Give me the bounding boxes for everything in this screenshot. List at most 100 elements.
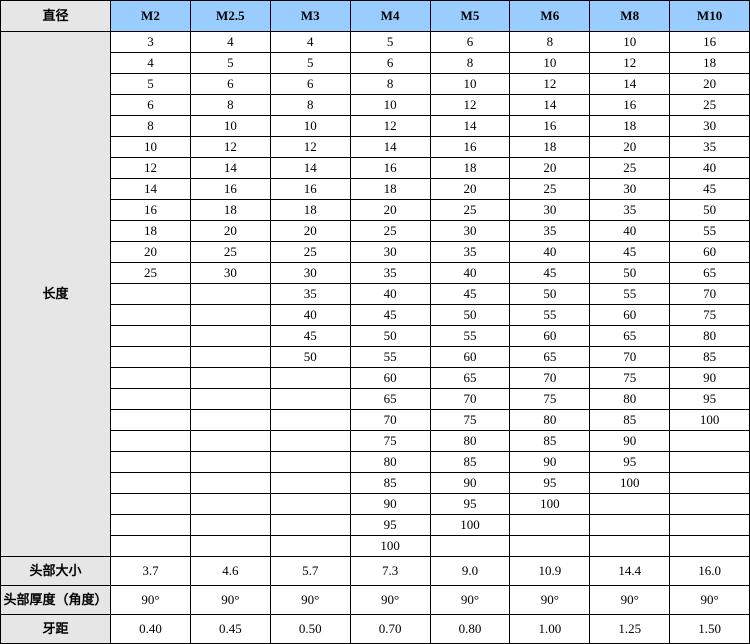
data-cell: 16 — [430, 137, 510, 158]
data-cell: 100 — [670, 410, 750, 431]
header-size-4: M5 — [430, 1, 510, 32]
length-body: 长度34456810164556810121856681012142068810… — [1, 32, 750, 557]
data-cell — [111, 452, 191, 473]
table-row: 95100 — [1, 515, 750, 536]
header-size-2: M3 — [270, 1, 350, 32]
data-cell — [270, 431, 350, 452]
table-row: 455055606580 — [1, 326, 750, 347]
table-row: 505560657085 — [1, 347, 750, 368]
data-cell: 4 — [190, 32, 270, 53]
data-cell: 80 — [350, 452, 430, 473]
data-cell: 20 — [430, 179, 510, 200]
table-header: 直径 M2 M2.5 M3 M4 M5 M6 M8 M10 — [1, 1, 750, 32]
data-cell — [670, 473, 750, 494]
data-cell: 60 — [590, 305, 670, 326]
data-cell: 50 — [670, 200, 750, 221]
data-cell: 25 — [430, 200, 510, 221]
data-cell: 16 — [590, 95, 670, 116]
data-cell: 12 — [350, 116, 430, 137]
data-cell — [670, 515, 750, 536]
data-cell: 55 — [670, 221, 750, 242]
data-cell: 45 — [350, 305, 430, 326]
table-row: 牙距0.400.450.500.700.801.001.251.50 — [1, 615, 750, 644]
data-cell: 90 — [510, 452, 590, 473]
data-cell: 70 — [350, 410, 430, 431]
table-row: 6570758095 — [1, 389, 750, 410]
data-cell: 40 — [350, 284, 430, 305]
data-cell: 30 — [350, 242, 430, 263]
data-cell: 50 — [270, 347, 350, 368]
data-cell: 40 — [430, 263, 510, 284]
data-cell: 35 — [430, 242, 510, 263]
data-cell: 10 — [430, 74, 510, 95]
table-row: 2530303540455065 — [1, 263, 750, 284]
data-cell — [111, 473, 191, 494]
data-cell: 40 — [510, 242, 590, 263]
data-cell: 1.25 — [590, 615, 670, 644]
data-cell — [111, 494, 191, 515]
data-cell: 90° — [590, 586, 670, 615]
data-cell — [111, 536, 191, 557]
data-cell — [510, 515, 590, 536]
data-cell: 100 — [510, 494, 590, 515]
data-cell: 6 — [111, 95, 191, 116]
data-cell: 35 — [350, 263, 430, 284]
data-cell: 20 — [190, 221, 270, 242]
data-cell — [190, 494, 270, 515]
data-cell: 20 — [590, 137, 670, 158]
data-cell: 9.0 — [430, 557, 510, 586]
table-row: 1618182025303550 — [1, 200, 750, 221]
data-cell — [111, 431, 191, 452]
data-cell: 45 — [590, 242, 670, 263]
data-cell: 6 — [270, 74, 350, 95]
data-cell: 14 — [190, 158, 270, 179]
table-row: 566810121420 — [1, 74, 750, 95]
data-cell — [270, 452, 350, 473]
data-cell: 25 — [270, 242, 350, 263]
header-size-3: M4 — [350, 1, 430, 32]
data-cell: 100 — [430, 515, 510, 536]
data-cell: 35 — [270, 284, 350, 305]
data-cell: 90 — [350, 494, 430, 515]
data-cell: 80 — [590, 389, 670, 410]
data-cell: 14 — [590, 74, 670, 95]
data-cell: 0.40 — [111, 615, 191, 644]
data-cell: 14 — [270, 158, 350, 179]
data-cell: 55 — [350, 347, 430, 368]
data-cell: 8 — [430, 53, 510, 74]
data-cell — [270, 515, 350, 536]
data-cell: 18 — [510, 137, 590, 158]
data-cell: 10 — [590, 32, 670, 53]
data-cell: 60 — [510, 326, 590, 347]
data-cell: 95 — [350, 515, 430, 536]
data-cell — [190, 326, 270, 347]
data-cell: 14 — [430, 116, 510, 137]
data-cell: 20 — [111, 242, 191, 263]
data-cell — [111, 347, 191, 368]
data-cell — [670, 452, 750, 473]
data-cell: 4.6 — [190, 557, 270, 586]
data-cell: 85 — [670, 347, 750, 368]
data-cell: 18 — [430, 158, 510, 179]
data-cell: 40 — [270, 305, 350, 326]
data-cell: 45 — [430, 284, 510, 305]
table-row: 1416161820253045 — [1, 179, 750, 200]
data-cell — [111, 389, 191, 410]
data-cell — [270, 389, 350, 410]
header-size-6: M8 — [590, 1, 670, 32]
table-row: 1012121416182035 — [1, 137, 750, 158]
data-cell: 25 — [190, 242, 270, 263]
table-row: 70758085100 — [1, 410, 750, 431]
data-cell — [190, 536, 270, 557]
data-cell: 80 — [430, 431, 510, 452]
data-cell: 25 — [590, 158, 670, 179]
data-cell: 70 — [510, 368, 590, 389]
data-cell: 20 — [510, 158, 590, 179]
data-cell: 50 — [590, 263, 670, 284]
data-cell: 18 — [590, 116, 670, 137]
data-cell: 4 — [270, 32, 350, 53]
table-row: 100 — [1, 536, 750, 557]
table-row: 2025253035404560 — [1, 242, 750, 263]
data-cell: 95 — [670, 389, 750, 410]
data-cell: 18 — [111, 221, 191, 242]
